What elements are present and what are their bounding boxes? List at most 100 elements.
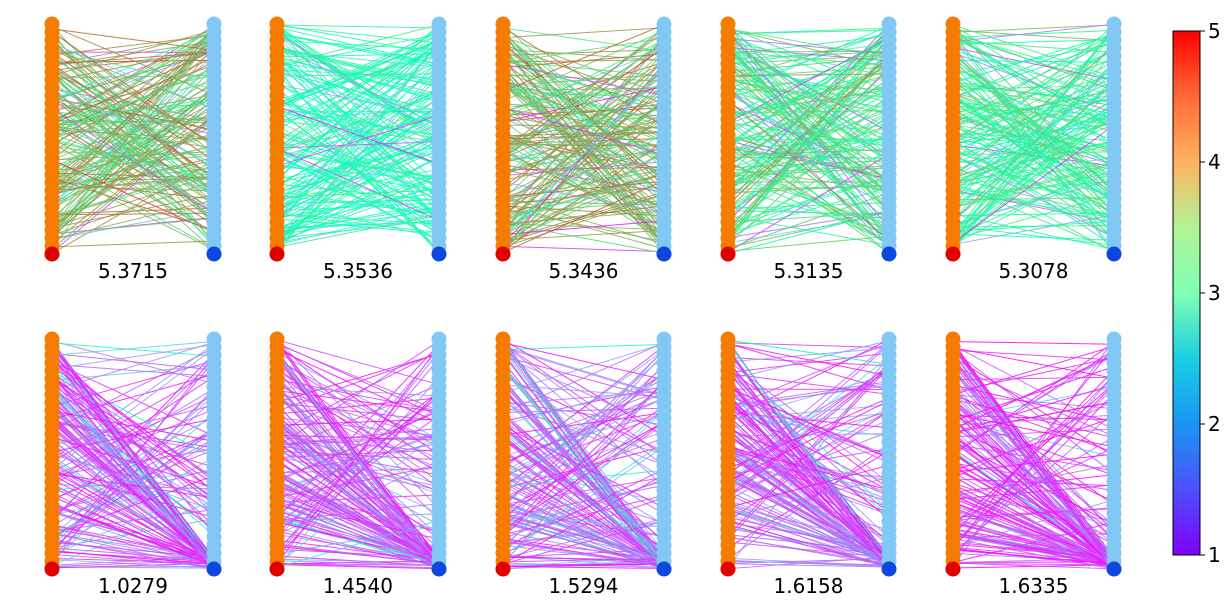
- edge-line: [276, 144, 440, 218]
- edge-line: [952, 412, 1115, 545]
- edge-line: [51, 387, 215, 567]
- edge-line: [51, 395, 215, 537]
- edge-line: [276, 110, 440, 113]
- edge-line: [276, 40, 440, 255]
- edge-line: [51, 240, 215, 248]
- edge-line: [727, 186, 890, 234]
- edge-line: [51, 376, 215, 485]
- right-node-column: [656, 16, 672, 262]
- right-anchor-node: [656, 246, 672, 262]
- edge-line: [51, 28, 215, 51]
- edge-line: [51, 452, 215, 511]
- edge-line: [51, 52, 215, 162]
- edge-line: [952, 349, 1115, 361]
- edge-line: [51, 30, 215, 246]
- edge-line: [727, 91, 890, 185]
- edge-line: [727, 79, 890, 115]
- edge-line: [952, 414, 1115, 426]
- edge-line: [502, 397, 665, 478]
- left-anchor-node: [495, 246, 511, 262]
- edge-line: [952, 538, 1115, 570]
- edge-line: [727, 59, 890, 167]
- edge-line: [502, 350, 665, 509]
- edge-line: [276, 339, 440, 561]
- edge-line: [276, 26, 440, 65]
- edge-line: [276, 397, 440, 415]
- edge-line: [276, 60, 440, 222]
- edge-line: [727, 143, 890, 245]
- edge-line: [276, 189, 440, 198]
- edge-line: [727, 150, 890, 231]
- edge-line: [51, 346, 215, 560]
- edge-line: [502, 124, 665, 129]
- edge-line: [502, 401, 665, 426]
- edge-line: [502, 341, 665, 558]
- edge-line: [952, 24, 1115, 129]
- right-anchor-node: [1106, 246, 1122, 262]
- edge-line: [51, 347, 215, 470]
- left-anchor-node: [495, 561, 511, 577]
- edge-line: [727, 28, 890, 69]
- edge-line: [502, 540, 665, 566]
- edge-line: [727, 134, 890, 245]
- edge-line: [51, 404, 215, 446]
- edge-line: [51, 168, 215, 251]
- edge-line: [952, 394, 1115, 453]
- edge-group: [276, 23, 440, 255]
- edge-line: [502, 563, 665, 568]
- colorbar: 1 2 3 4 5: [1172, 19, 1221, 567]
- edge-line: [51, 108, 215, 215]
- edge-line: [727, 405, 890, 547]
- edge-line: [727, 90, 890, 141]
- left-node-column: [44, 331, 60, 577]
- edge-line: [502, 133, 665, 224]
- edge-line: [502, 210, 665, 224]
- edge-line: [51, 25, 215, 96]
- edge-line: [51, 97, 215, 131]
- edge-line: [727, 24, 890, 184]
- edge-line: [727, 106, 890, 180]
- edge-line: [727, 394, 890, 569]
- edge-line: [276, 147, 440, 221]
- edge-line: [952, 94, 1115, 199]
- bipartite-panel: 1.6335: [945, 331, 1122, 598]
- edge-line: [276, 386, 440, 565]
- edge-line: [276, 213, 440, 244]
- bipartite-panel: 5.3536: [269, 16, 447, 283]
- edge-line: [51, 439, 215, 566]
- edge-line: [276, 100, 440, 141]
- edge-line: [502, 466, 665, 503]
- edge-line: [51, 38, 215, 197]
- edge-line: [276, 395, 440, 526]
- left-node-column: [945, 16, 961, 262]
- edge-line: [952, 24, 1115, 78]
- edge-line: [51, 377, 215, 492]
- edge-line: [952, 376, 1115, 381]
- edge-line: [276, 84, 440, 151]
- edge-line: [952, 124, 1115, 244]
- edge-line: [952, 438, 1115, 567]
- edge-line: [276, 414, 440, 549]
- edge-line: [952, 83, 1115, 195]
- edge-line: [276, 192, 440, 219]
- edge-line: [502, 38, 665, 232]
- edge-line: [51, 29, 215, 161]
- edge-line: [727, 410, 890, 460]
- edge-line: [727, 172, 890, 242]
- edge-line: [276, 218, 440, 235]
- edge-line: [276, 62, 440, 126]
- edge-line: [502, 27, 665, 52]
- edge-line: [727, 139, 890, 254]
- edge-line: [276, 56, 440, 101]
- edge-line: [276, 48, 440, 104]
- panel-score-label: 5.3078: [999, 259, 1069, 283]
- edge-line: [952, 51, 1115, 219]
- edge-line: [276, 150, 440, 234]
- edge-line: [276, 24, 440, 67]
- edge-line: [276, 50, 440, 215]
- edge-line: [51, 358, 215, 520]
- panel-score-label: 5.3436: [549, 259, 619, 283]
- edge-line: [51, 340, 215, 384]
- edge-line: [502, 142, 665, 234]
- edge-line: [502, 468, 665, 549]
